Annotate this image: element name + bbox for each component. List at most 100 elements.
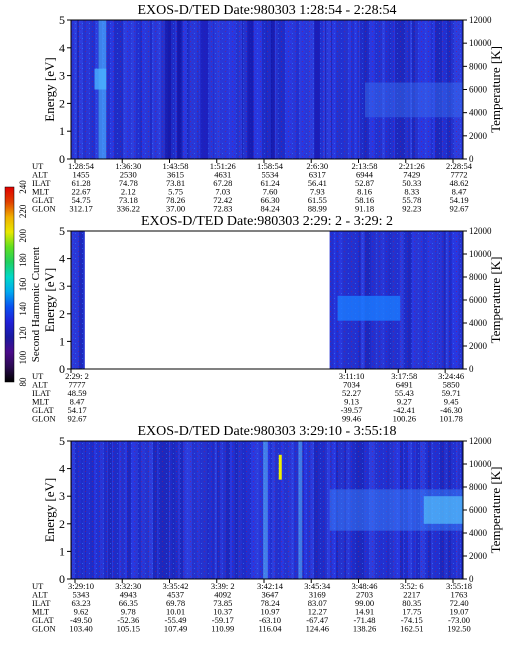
ephemeris-cell: 74.78 <box>119 178 138 188</box>
ephemeris-row-label: ALT <box>32 380 49 390</box>
ephemeris-cell: 101.78 <box>439 414 462 424</box>
y2-tick-label: 2000 <box>469 341 488 351</box>
colorbar-tick-label: 240 <box>18 180 28 194</box>
ephemeris-cell: 66.30 <box>260 195 279 205</box>
y-tick-label: 3 <box>59 69 65 83</box>
ephemeris-cell: 4631 <box>214 170 231 180</box>
ephemeris-cell: 78.26 <box>166 195 185 205</box>
ephemeris-row-label: GLON <box>32 414 56 424</box>
ephemeris-cell: 99.46 <box>342 414 361 424</box>
ephemeris-cell: -71.48 <box>354 615 376 625</box>
spectrogram-noise <box>71 20 463 159</box>
ephemeris-row-label: ILAT <box>32 598 51 608</box>
ephemeris-cell: 4537 <box>167 590 184 600</box>
ephemeris-cell: 3:24:46 <box>438 371 464 381</box>
ephemeris-cell: 3:32:30 <box>115 581 141 591</box>
ephemeris-cell: 138.26 <box>353 624 376 634</box>
ephemeris-cell: 2:6:30 <box>306 161 328 171</box>
ephemeris-cell: 14.91 <box>355 607 374 617</box>
ephemeris-cell: 3647 <box>262 590 279 600</box>
ephemeris-row-label: GLON <box>32 624 56 634</box>
ephemeris-row-label: UT <box>32 371 44 381</box>
ephemeris-cell: 7429 <box>403 170 420 180</box>
y-tick-label: 2 <box>59 517 65 531</box>
y2-tick-label: 4000 <box>469 528 488 538</box>
ephemeris-cell: 48.62 <box>449 178 468 188</box>
ephemeris-cell: 3:45:34 <box>304 581 331 591</box>
y-tick-label: 1 <box>59 544 65 558</box>
ephemeris-cell: 8.47 <box>452 187 467 197</box>
ephemeris-cell: -46.30 <box>440 405 462 415</box>
y2-tick-label: 4000 <box>469 108 488 118</box>
ephemeris-cell: 2:21:26 <box>399 161 425 171</box>
ephemeris-cell: 7777 <box>69 380 86 390</box>
colorbar-scale <box>4 186 15 383</box>
y-tick-label: 0 <box>59 572 65 586</box>
ephemeris-cell: 2:13:58 <box>352 161 378 171</box>
ephemeris-cell: 3:55:18 <box>446 581 472 591</box>
spectrogram-data <box>71 231 463 369</box>
ephemeris-cell: 5.75 <box>168 187 183 197</box>
ephemeris-cell: 6317 <box>309 170 326 180</box>
ephemeris-row-label: UT <box>32 581 44 591</box>
y-axis-label: Energy [eV] <box>42 268 57 332</box>
ephemeris-cell: 72.83 <box>213 204 232 214</box>
ephemeris-cell: 3:11:10 <box>339 371 365 381</box>
ephemeris-cell: 92.23 <box>402 204 421 214</box>
y-axis-label: Energy [eV] <box>42 478 57 542</box>
ephemeris-cell: 83.07 <box>308 598 327 608</box>
ephemeris-cell: 1:36:30 <box>115 161 141 171</box>
ephemeris-row-label: GLON <box>32 204 56 214</box>
ephemeris-cell: 4092 <box>214 590 231 600</box>
ephemeris-cell: 55.43 <box>395 388 414 398</box>
ephemeris-cell: 8.16 <box>357 187 372 197</box>
ephemeris-cell: 92.67 <box>449 204 468 214</box>
ephemeris-cell: 3:29:10 <box>68 581 94 591</box>
y-tick-label: 3 <box>59 489 65 503</box>
colorbar-tick-label: 200 <box>18 229 28 243</box>
ephemeris-cell: -49.50 <box>70 615 92 625</box>
y2-axis-label: Temperature [K] <box>488 257 503 344</box>
y2-tick-label: 6000 <box>469 295 488 305</box>
y2-tick-label: 2000 <box>469 131 488 141</box>
y-tick-label: 0 <box>59 152 65 166</box>
ephemeris-row-label: GLAT <box>32 195 55 205</box>
ephemeris-cell: 9.27 <box>397 397 412 407</box>
y-tick-label: 4 <box>59 41 65 55</box>
ephemeris-cell: 10.97 <box>260 607 279 617</box>
y2-tick-label: 10000 <box>469 38 492 48</box>
chart-panel: EXOS-D/TED Date:980303 2:29: 2 - 3:29: 2… <box>32 214 503 424</box>
ephemeris-cell: 7.93 <box>310 187 325 197</box>
ephemeris-cell: 107.49 <box>164 624 187 634</box>
ephemeris-row-label: MLT <box>32 397 50 407</box>
ephemeris-cell: 6944 <box>356 170 374 180</box>
ephemeris-cell: 9.45 <box>444 397 459 407</box>
ephemeris-row-label: ALT <box>32 590 49 600</box>
spectrogram-band <box>298 441 303 579</box>
ephemeris-cell: 3169 <box>309 590 326 600</box>
ephemeris-cell: 9.78 <box>121 607 136 617</box>
ephemeris-row-label: ILAT <box>32 388 51 398</box>
ephemeris-cell: 67.28 <box>213 178 232 188</box>
ephemeris-cell: -42.41 <box>393 405 415 415</box>
ephemeris-cell: -39.57 <box>341 405 363 415</box>
spectrogram-band <box>94 68 107 90</box>
ephemeris-cell: 54.19 <box>449 195 468 205</box>
ephemeris-cell: 2217 <box>403 590 420 600</box>
spectrogram-band <box>270 20 275 159</box>
ephemeris-cell: -74.15 <box>401 615 423 625</box>
y2-tick-label: 8000 <box>469 482 488 492</box>
chart-title: EXOS-D/TED Date:980303 2:29: 2 - 3:29: 2 <box>141 214 393 229</box>
ephemeris-cell: 66.35 <box>119 598 138 608</box>
spectrogram-band <box>176 20 182 159</box>
ephemeris-cell: -67.47 <box>306 615 328 625</box>
y2-tick-label: 0 <box>469 364 474 374</box>
y2-axis-label: Temperature [K] <box>488 467 503 554</box>
ephemeris-cell: 1:51:26 <box>210 161 236 171</box>
colorbar-tick-label: 80 <box>18 377 28 387</box>
ephemeris-row-label: ALT <box>32 170 49 180</box>
y2-tick-label: 8000 <box>469 61 488 71</box>
